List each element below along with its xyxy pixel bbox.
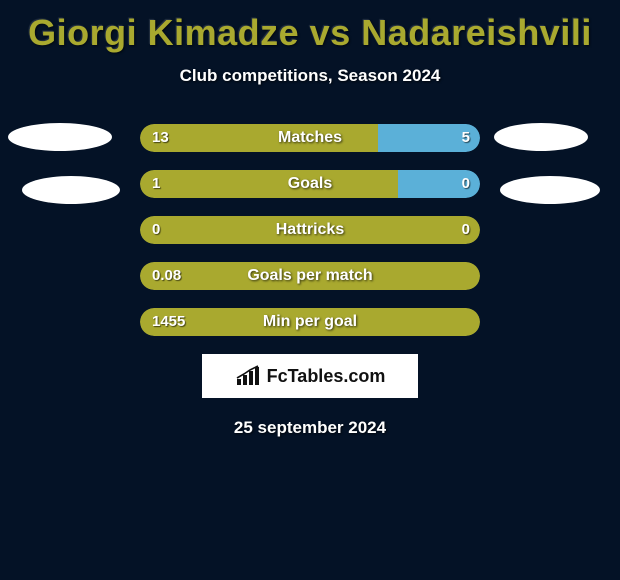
metric-label: Hattricks: [140, 216, 480, 244]
logo: FcTables.com: [235, 365, 386, 387]
page-title: Giorgi Kimadze vs Nadareishvili: [0, 0, 620, 54]
decorative-ellipse: [8, 123, 112, 151]
metric-label: Matches: [140, 124, 480, 152]
metric-label: Goals: [140, 170, 480, 198]
comparison-row: 1455Min per goal: [0, 308, 620, 336]
date-line: 25 september 2024: [0, 418, 620, 438]
chart-icon: [235, 365, 263, 387]
decorative-ellipse: [22, 176, 120, 204]
metric-label: Goals per match: [140, 262, 480, 290]
logo-box[interactable]: FcTables.com: [202, 354, 418, 398]
logo-text: FcTables.com: [267, 366, 386, 387]
comparison-row: 00Hattricks: [0, 216, 620, 244]
comparison-row: 0.08Goals per match: [0, 262, 620, 290]
comparison-rows: 135Matches10Goals00Hattricks0.08Goals pe…: [0, 124, 620, 336]
subtitle: Club competitions, Season 2024: [0, 66, 620, 86]
decorative-ellipse: [494, 123, 588, 151]
decorative-ellipse: [500, 176, 600, 204]
metric-label: Min per goal: [140, 308, 480, 336]
